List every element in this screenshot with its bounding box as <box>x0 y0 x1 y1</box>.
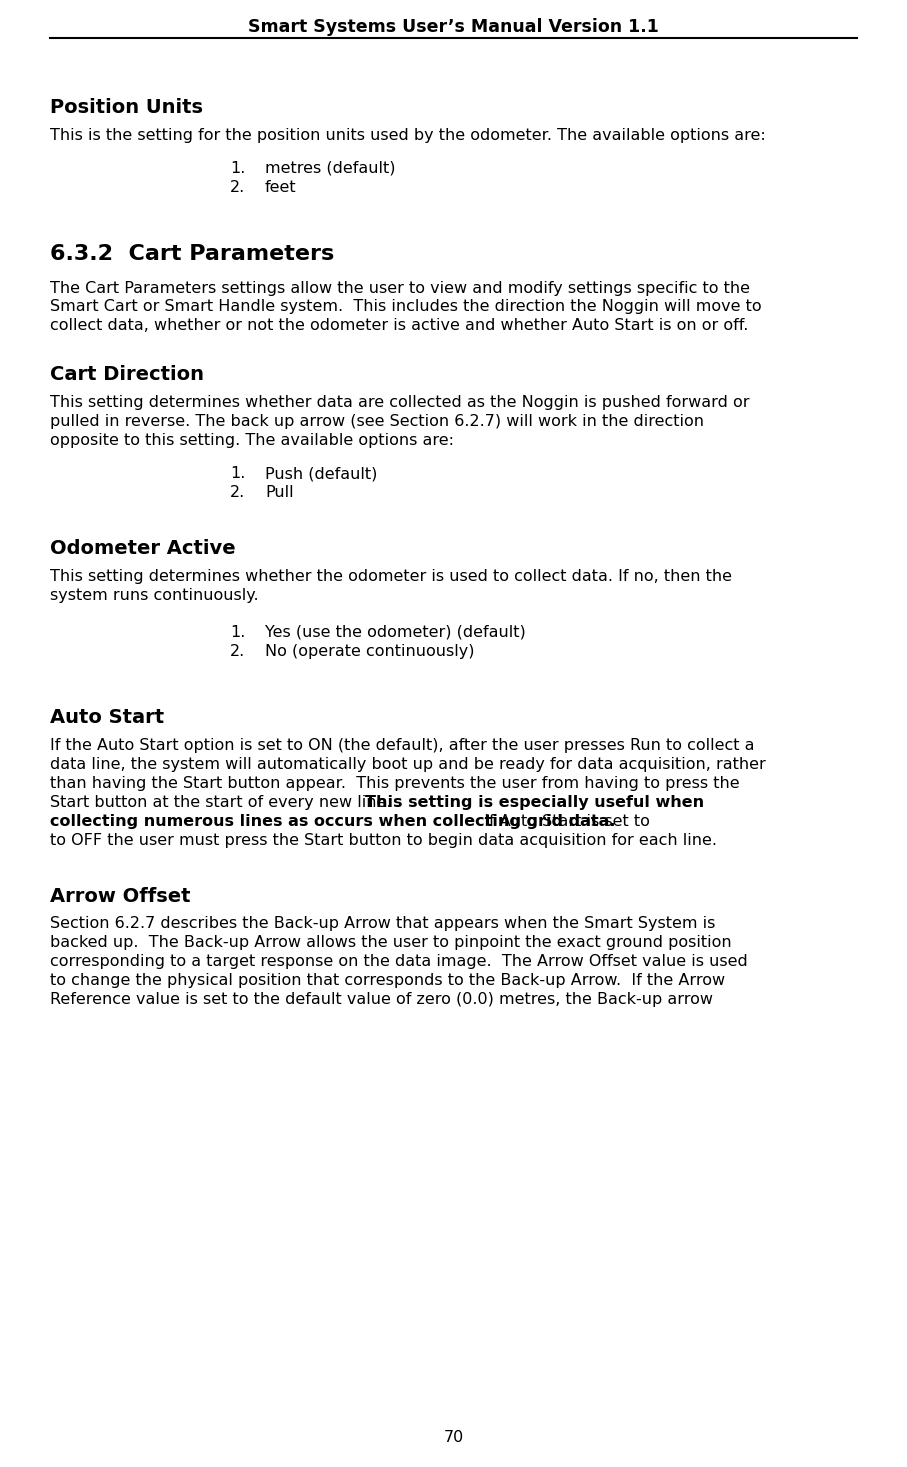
Text: Cart Direction: Cart Direction <box>50 365 204 384</box>
Text: Smart Systems User’s Manual Version 1.1: Smart Systems User’s Manual Version 1.1 <box>248 18 659 37</box>
Text: Auto Start: Auto Start <box>50 709 164 728</box>
Text: If Auto Start is set to: If Auto Start is set to <box>474 814 650 829</box>
Text: No (operate continuously): No (operate continuously) <box>265 644 474 659</box>
Text: 1.: 1. <box>230 161 246 176</box>
Text: Yes (use the odometer) (default): Yes (use the odometer) (default) <box>265 625 526 640</box>
Text: 6.3.2  Cart Parameters: 6.3.2 Cart Parameters <box>50 244 335 264</box>
Text: This setting determines whether the odometer is used to collect data. If no, the: This setting determines whether the odom… <box>50 569 732 584</box>
Text: data line, the system will automatically boot up and be ready for data acquisiti: data line, the system will automatically… <box>50 757 766 772</box>
Text: to change the physical position that corresponds to the Back-up Arrow.  If the A: to change the physical position that cor… <box>50 973 725 989</box>
Text: metres (default): metres (default) <box>265 161 395 176</box>
Text: feet: feet <box>265 179 297 195</box>
Text: collect data, whether or not the odometer is active and whether Auto Start is on: collect data, whether or not the odomete… <box>50 318 748 333</box>
Text: 70: 70 <box>444 1430 463 1445</box>
Text: collecting numerous lines as occurs when collecting grid data.: collecting numerous lines as occurs when… <box>50 814 616 829</box>
Text: 2.: 2. <box>230 644 245 659</box>
Text: Push (default): Push (default) <box>265 467 377 481</box>
Text: 1.: 1. <box>230 625 246 640</box>
Text: Section 6.2.7 describes the Back-up Arrow that appears when the Smart System is: Section 6.2.7 describes the Back-up Arro… <box>50 917 716 932</box>
Text: Smart Cart or Smart Handle system.  This includes the direction the Noggin will : Smart Cart or Smart Handle system. This … <box>50 299 762 314</box>
Text: This is the setting for the position units used by the odometer. The available o: This is the setting for the position uni… <box>50 128 766 142</box>
Text: Odometer Active: Odometer Active <box>50 540 236 559</box>
Text: If the Auto Start option is set to ON (the default), after the user presses Run : If the Auto Start option is set to ON (t… <box>50 738 755 753</box>
Text: than having the Start button appear.  This prevents the user from having to pres: than having the Start button appear. Thi… <box>50 776 739 791</box>
Text: Arrow Offset: Arrow Offset <box>50 886 190 905</box>
Text: Pull: Pull <box>265 486 294 500</box>
Text: 1.: 1. <box>230 467 246 481</box>
Text: corresponding to a target response on the data image.  The Arrow Offset value is: corresponding to a target response on th… <box>50 955 747 970</box>
Text: 2.: 2. <box>230 486 245 500</box>
Text: The Cart Parameters settings allow the user to view and modify settings specific: The Cart Parameters settings allow the u… <box>50 280 750 295</box>
Text: Start button at the start of every new line.: Start button at the start of every new l… <box>50 795 402 810</box>
Text: system runs continuously.: system runs continuously. <box>50 588 258 603</box>
Text: opposite to this setting. The available options are:: opposite to this setting. The available … <box>50 433 454 449</box>
Text: This setting determines whether data are collected as the Noggin is pushed forwa: This setting determines whether data are… <box>50 395 749 411</box>
Text: to OFF the user must press the Start button to begin data acquisition for each l: to OFF the user must press the Start but… <box>50 833 717 848</box>
Text: backed up.  The Back-up Arrow allows the user to pinpoint the exact ground posit: backed up. The Back-up Arrow allows the … <box>50 936 732 951</box>
Text: pulled in reverse. The back up arrow (see Section 6.2.7) will work in the direct: pulled in reverse. The back up arrow (se… <box>50 414 704 430</box>
Text: Reference value is set to the default value of zero (0.0) metres, the Back-up ar: Reference value is set to the default va… <box>50 992 713 1008</box>
Text: 2.: 2. <box>230 179 245 195</box>
Text: Position Units: Position Units <box>50 98 203 117</box>
Text: This setting is especially useful when: This setting is especially useful when <box>365 795 704 810</box>
